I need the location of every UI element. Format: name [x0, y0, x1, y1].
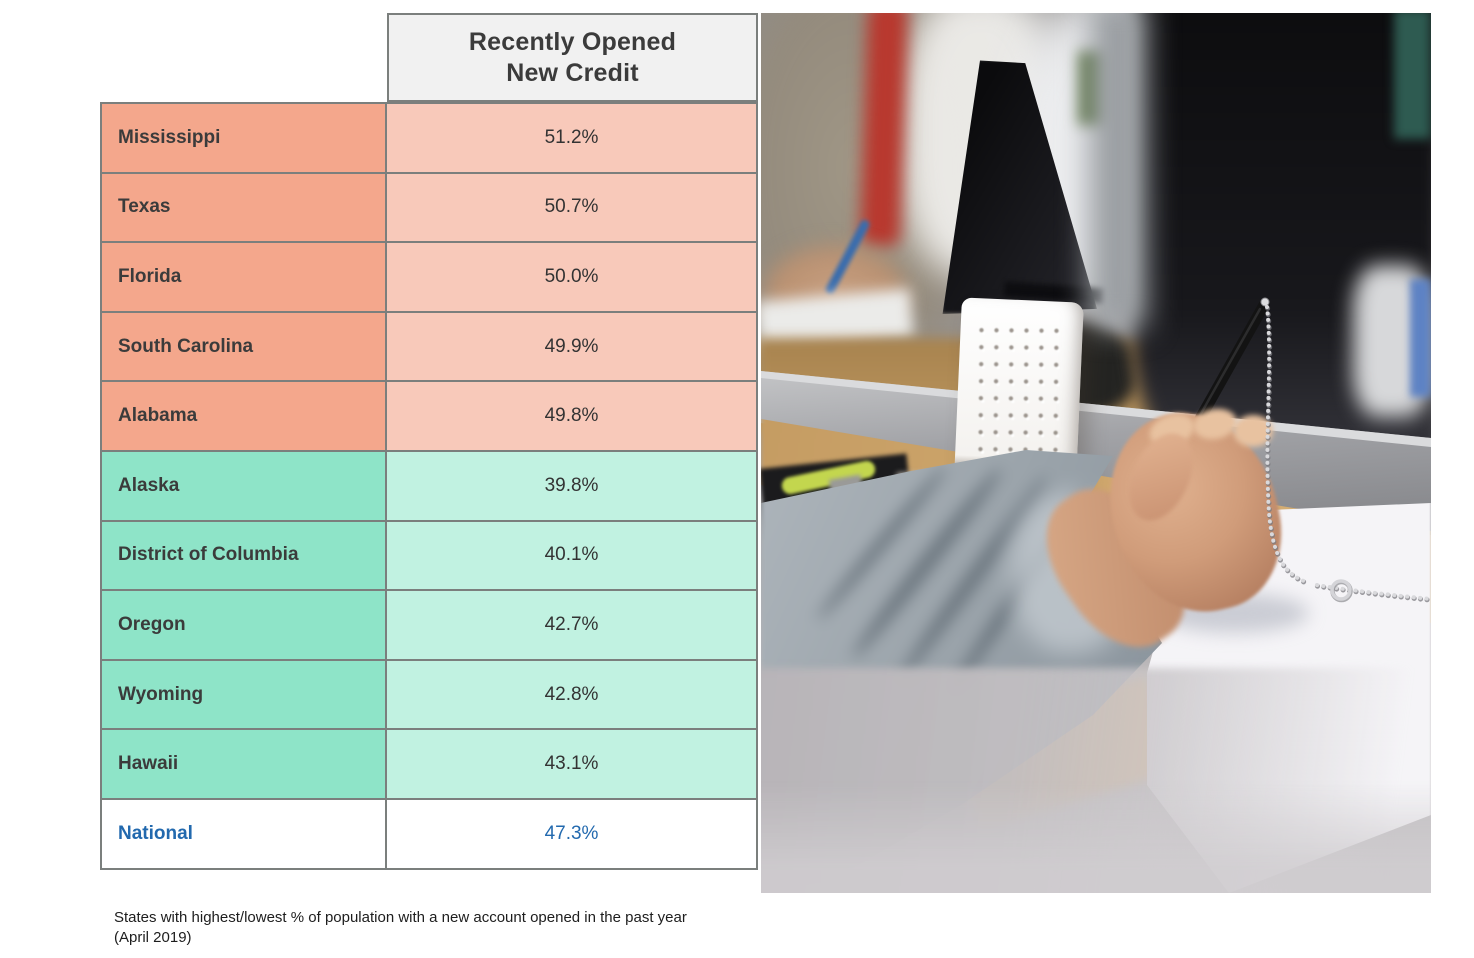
table-header: Recently Opened New Credit — [387, 13, 758, 102]
state-value: 42.8% — [387, 660, 756, 729]
bank-counter-photo — [761, 13, 1431, 893]
chain-ring — [1330, 579, 1352, 601]
caption-line2: (April 2019) — [114, 929, 192, 947]
table-row: Oregon 42.7% — [102, 589, 756, 659]
caption-line1: States with highest/lowest % of populati… — [114, 909, 687, 926]
pen-chain-shadow — [1265, 305, 1313, 587]
table-row: Texas 50.7% — [102, 171, 756, 242]
state-name: South Carolina — [102, 312, 387, 381]
table-row: South Carolina 49.9% — [102, 310, 756, 381]
table-row: Wyoming 42.8% — [102, 658, 756, 729]
reflection-gap-light — [1089, 13, 1147, 328]
table-header-line2: New Credit — [506, 58, 639, 87]
table-row: Florida 50.0% — [102, 241, 756, 311]
state-value: 43.1% — [387, 730, 756, 798]
state-value: 49.9% — [387, 312, 756, 381]
state-name: Hawaii — [102, 730, 387, 798]
pen-top-bead — [1260, 297, 1270, 307]
table-caption: States with highest/lowest % of populati… — [114, 908, 754, 949]
table-header-line1: Recently Opened — [468, 27, 677, 56]
teal-edge-blur — [1394, 13, 1431, 139]
state-name: Texas — [102, 173, 387, 242]
state-name: Alabama — [102, 382, 387, 450]
credit-table: Recently Opened New Credit Mississippi 5… — [100, 13, 758, 870]
state-name: Florida — [102, 243, 387, 311]
pen-chain-horizontal — [1315, 583, 1431, 601]
state-value: 50.7% — [387, 173, 756, 242]
state-name: District of Columbia — [102, 521, 387, 590]
state-value: 51.2% — [387, 104, 756, 172]
state-name: Alaska — [102, 451, 387, 520]
chain-layer — [1265, 305, 1431, 603]
table-row-national: National 47.3% — [102, 797, 756, 868]
state-name: Mississippi — [102, 104, 387, 172]
state-name: Wyoming — [102, 660, 387, 729]
state-value: 42.7% — [387, 591, 756, 659]
state-value: 49.8% — [387, 382, 756, 450]
pen-chain-vertical — [1265, 305, 1311, 585]
table-row: District of Columbia 40.1% — [102, 519, 756, 590]
state-name: Oregon — [102, 591, 387, 659]
state-value: 47.3% — [387, 799, 756, 868]
table-body: Mississippi 51.2% Texas 50.7% Florida 50… — [100, 102, 758, 870]
table-row: Hawaii 43.1% — [102, 728, 756, 798]
state-value: 40.1% — [387, 521, 756, 590]
blue-screen-reflection — [1410, 279, 1431, 397]
table-row: Alabama 49.8% — [102, 380, 756, 450]
state-value: 50.0% — [387, 243, 756, 311]
table-row: Mississippi 51.2% — [102, 102, 756, 172]
state-value: 39.8% — [387, 451, 756, 520]
foreground-fade — [761, 783, 1431, 893]
state-name: National — [102, 799, 387, 868]
table-row: Alaska 39.8% — [102, 449, 756, 520]
